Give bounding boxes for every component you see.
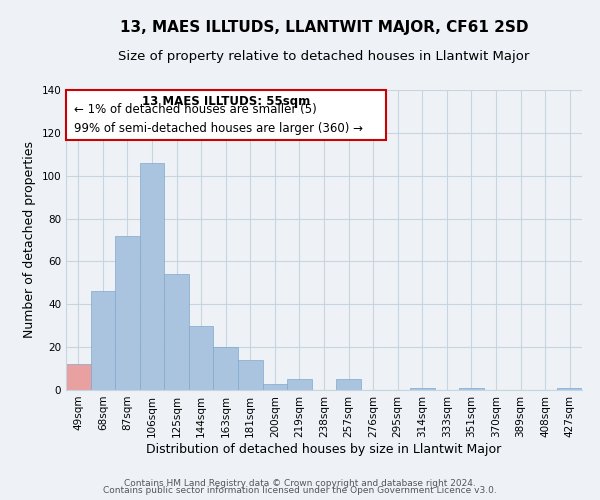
- Bar: [66, 364, 91, 390]
- X-axis label: Distribution of detached houses by size in Llantwit Major: Distribution of detached houses by size …: [146, 442, 502, 456]
- Text: 13, MAES ILLTUDS, LLANTWIT MAJOR, CF61 2SD: 13, MAES ILLTUDS, LLANTWIT MAJOR, CF61 2…: [120, 20, 528, 35]
- Bar: [238, 360, 263, 390]
- Text: 99% of semi-detached houses are larger (360) →: 99% of semi-detached houses are larger (…: [74, 122, 363, 135]
- Bar: [214, 347, 238, 390]
- Text: ← 1% of detached houses are smaller (5): ← 1% of detached houses are smaller (5): [74, 104, 316, 117]
- Bar: [140, 163, 164, 390]
- Bar: [459, 388, 484, 390]
- Bar: [115, 236, 140, 390]
- Bar: [410, 388, 434, 390]
- Bar: [336, 380, 361, 390]
- Text: Size of property relative to detached houses in Llantwit Major: Size of property relative to detached ho…: [118, 50, 530, 63]
- Bar: [287, 380, 312, 390]
- Bar: [164, 274, 189, 390]
- Text: 13 MAES ILLTUDS: 55sqm: 13 MAES ILLTUDS: 55sqm: [142, 95, 310, 108]
- Y-axis label: Number of detached properties: Number of detached properties: [23, 142, 36, 338]
- Bar: [189, 326, 214, 390]
- Bar: [91, 292, 115, 390]
- Text: Contains public sector information licensed under the Open Government Licence v3: Contains public sector information licen…: [103, 486, 497, 495]
- Bar: [263, 384, 287, 390]
- Text: Contains HM Land Registry data © Crown copyright and database right 2024.: Contains HM Land Registry data © Crown c…: [124, 478, 476, 488]
- FancyBboxPatch shape: [66, 90, 386, 140]
- Bar: [557, 388, 582, 390]
